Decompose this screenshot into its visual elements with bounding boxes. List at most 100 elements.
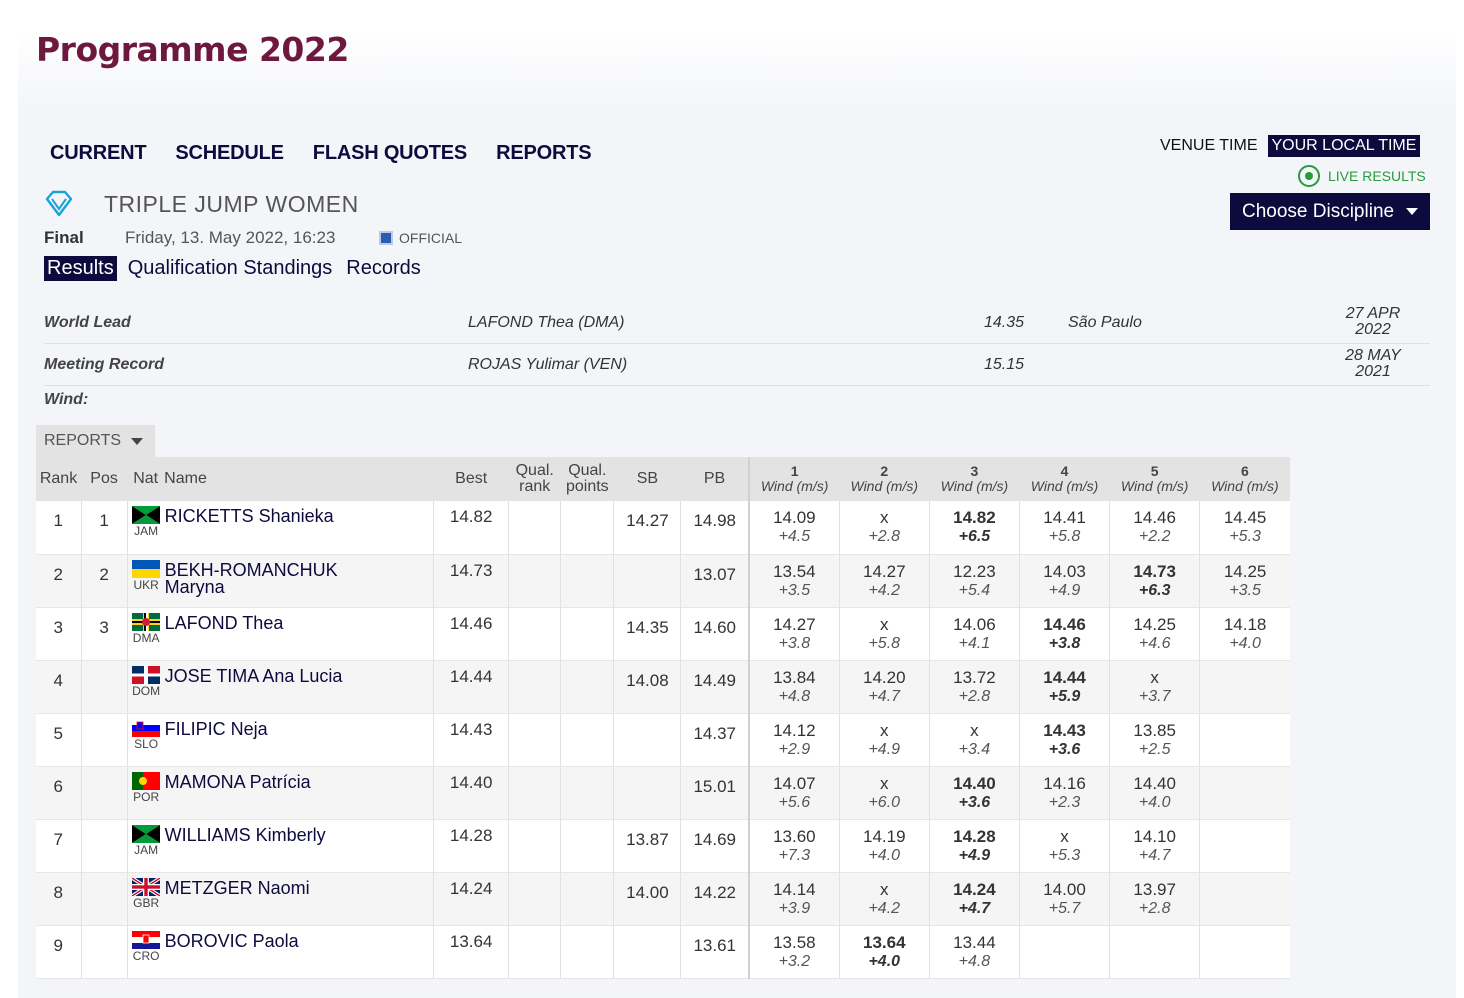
attempt-number: 1 bbox=[790, 463, 799, 479]
athlete-name-link[interactable]: BOROVIC Paola bbox=[165, 931, 299, 963]
pb-cell: 14.37 bbox=[680, 713, 750, 767]
attempt-cell-4: 14.41 +5.8 bbox=[1019, 501, 1111, 555]
attempt-cell-4: 14.16 +2.3 bbox=[1019, 766, 1111, 820]
sb-cell bbox=[613, 713, 682, 767]
col-nat[interactable]: Nat bbox=[127, 457, 165, 501]
col-attempt-1[interactable]: 1 Wind (m/s) bbox=[748, 457, 840, 501]
athlete-name-link[interactable]: METZGER Naomi bbox=[165, 878, 310, 910]
table-row[interactable]: 9 CRO BOROVIC Paola 13.64 13.61 13.58 +3.2 1… bbox=[36, 925, 1290, 979]
athlete-name-link[interactable]: WILLIAMS Kimberly bbox=[165, 825, 326, 857]
rank-cell: 2 bbox=[36, 554, 82, 608]
attempt-cell-6: 14.25 +3.5 bbox=[1199, 554, 1290, 608]
round-label: Final bbox=[44, 228, 84, 247]
sb-cell: 14.00 bbox=[613, 872, 682, 926]
attempt-wind: +3.6 bbox=[1048, 740, 1081, 758]
attempt-mark: 14.12 bbox=[773, 720, 816, 740]
attempt-wind: +3.9 bbox=[778, 899, 811, 917]
col-best[interactable]: Best bbox=[433, 457, 509, 501]
athlete-name-link[interactable]: JOSE TIMA Ana Lucia bbox=[165, 666, 343, 698]
col-attempt-3[interactable]: 3 Wind (m/s) bbox=[929, 457, 1020, 501]
live-results-label: LIVE RESULTS bbox=[1328, 168, 1426, 184]
attempt-wind: +5.6 bbox=[778, 793, 811, 811]
attempt-mark: x bbox=[880, 508, 889, 527]
pos-cell bbox=[81, 925, 128, 979]
table-row[interactable]: 5 SLO FILIPIC Neja 14.43 14.37 14.12 +2.9 x +… bbox=[36, 713, 1290, 767]
tab-records[interactable]: Records bbox=[346, 257, 421, 279]
flag-icon-por bbox=[132, 771, 161, 790]
sb-cell: 14.35 bbox=[613, 607, 682, 661]
diamond-league-icon bbox=[45, 190, 73, 217]
pos-cell bbox=[81, 660, 128, 714]
attempt-mark: 14.03 bbox=[1043, 561, 1086, 581]
sb-cell bbox=[613, 925, 682, 979]
pb-cell: 13.61 bbox=[680, 925, 750, 979]
attempt-mark: 13.54 bbox=[773, 561, 816, 581]
tab-results[interactable]: Results bbox=[44, 256, 117, 281]
attempt-wind: +3.8 bbox=[1048, 634, 1081, 652]
col-sb[interactable]: SB bbox=[613, 457, 681, 501]
attempt-wind: +4.9 bbox=[958, 846, 991, 864]
attempt-wind: +4.8 bbox=[778, 687, 811, 705]
local-time-button[interactable]: YOUR LOCAL TIME bbox=[1267, 135, 1421, 157]
col-name[interactable]: Name bbox=[164, 457, 434, 501]
table-row[interactable]: 8 GBR METZGER Naomi 14.24 14.00 14.22 14.14… bbox=[36, 872, 1290, 926]
col-rank[interactable]: Rank bbox=[36, 457, 82, 501]
live-icon bbox=[1298, 165, 1320, 187]
table-row[interactable]: 7 JAM WILLIAMS Kimberly 14.28 13.87 14.69 1… bbox=[36, 819, 1290, 873]
col-qual-points[interactable]: Qual. points bbox=[560, 457, 614, 501]
attempt-wind: +3.6 bbox=[958, 793, 991, 811]
attempt-wind: +2.2 bbox=[1138, 528, 1171, 545]
col-pb[interactable]: PB bbox=[680, 457, 750, 501]
tab-qualification-standings[interactable]: Qualification Standings bbox=[127, 257, 333, 279]
pb-cell: 14.22 bbox=[680, 872, 750, 926]
attempt-mark: 14.10 bbox=[1133, 826, 1176, 846]
attempt-cell-1: 14.12 +2.9 bbox=[748, 713, 840, 767]
qual-points-cell bbox=[560, 819, 615, 873]
col-attempt-2[interactable]: 2 Wind (m/s) bbox=[839, 457, 930, 501]
flag-icon-ukr bbox=[132, 559, 161, 578]
attempt-cell-4: 14.44 +5.9 bbox=[1019, 660, 1111, 714]
nav-current[interactable]: CURRENT bbox=[50, 142, 147, 164]
attempt-cell-5: 14.40 +4.0 bbox=[1109, 766, 1201, 820]
qual-points-cell bbox=[560, 766, 615, 820]
attempt-cell-1: 14.07 +5.6 bbox=[748, 766, 840, 820]
athlete-name-link[interactable]: LAFOND Thea bbox=[165, 613, 284, 645]
nav-reports[interactable]: REPORTS bbox=[496, 142, 592, 164]
attempt-wind: +3.4 bbox=[958, 740, 991, 758]
athlete-name-link[interactable]: FILIPIC Neja bbox=[165, 719, 268, 751]
athlete-name-link[interactable]: BEKH-ROMANCHUK Maryna bbox=[165, 560, 338, 596]
choose-discipline-dropdown[interactable]: Choose Discipline bbox=[1230, 193, 1430, 230]
rank-cell: 8 bbox=[36, 872, 82, 926]
col-attempt-5[interactable]: 5 Wind (m/s) bbox=[1109, 457, 1200, 501]
reports-dropdown[interactable]: REPORTS bbox=[36, 425, 155, 457]
athlete-cell: JAM RICKETTS Shanieka bbox=[127, 501, 435, 555]
venue-time-button[interactable]: VENUE TIME bbox=[1160, 137, 1258, 154]
results-header-row: Rank Pos Nat Name Best Qual. rank Qual. po… bbox=[36, 457, 1290, 501]
table-row[interactable]: 6 POR MAMONA Patrícia 14.40 15.01 14.07 +5.… bbox=[36, 766, 1290, 820]
col-qual-rank[interactable]: Qual. rank bbox=[508, 457, 561, 501]
attempt-mark: 14.43 bbox=[1043, 720, 1086, 740]
table-row[interactable]: 4 DOM JOSE TIMA Ana Lucia 14.44 14.08 14.4… bbox=[36, 660, 1290, 714]
col-attempt-4[interactable]: 4 Wind (m/s) bbox=[1019, 457, 1110, 501]
nav-flash-quotes[interactable]: FLASH QUOTES bbox=[312, 142, 468, 164]
attempt-cell-3: x +3.4 bbox=[929, 713, 1020, 767]
attempt-wind: +6.0 bbox=[868, 793, 901, 811]
col-attempt-6[interactable]: 6 Wind (m/s) bbox=[1199, 457, 1290, 501]
pb-cell: 14.98 bbox=[680, 501, 750, 555]
attempt-cell-2: x +4.9 bbox=[839, 713, 930, 767]
caret-down-icon bbox=[1406, 208, 1419, 215]
col-pos[interactable]: Pos bbox=[81, 457, 128, 501]
attempt-wind: +4.8 bbox=[958, 952, 991, 970]
event-meta: Final Friday, 13. May 2022, 16:23 OFFICI… bbox=[44, 228, 462, 248]
nav-schedule[interactable]: SCHEDULE bbox=[175, 142, 284, 164]
attempt-wind: +4.7 bbox=[1138, 846, 1171, 864]
live-results-link[interactable]: LIVE RESULTS bbox=[1298, 165, 1426, 187]
qual-rank-cell bbox=[508, 713, 562, 767]
athlete-name-link[interactable]: RICKETTS Shanieka bbox=[165, 506, 334, 538]
best-cell: 14.43 bbox=[433, 713, 510, 767]
athlete-name-link[interactable]: MAMONA Patrícia bbox=[165, 772, 311, 804]
record-date-year: 2022 bbox=[1355, 321, 1391, 338]
